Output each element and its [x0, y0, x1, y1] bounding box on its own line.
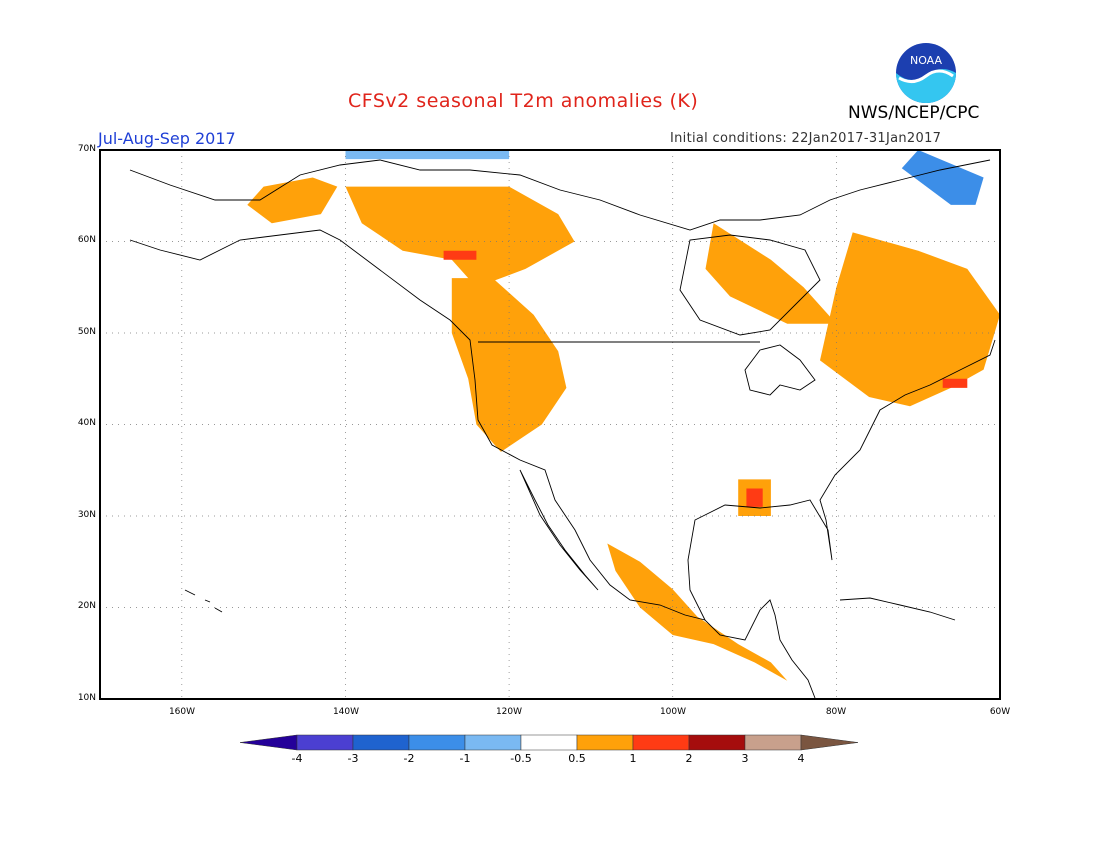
lat-label-50: 50N	[77, 327, 96, 337]
colorbar-arrow-low	[239, 734, 298, 751]
anomaly-region	[345, 186, 575, 288]
colorbar-label: -4	[291, 752, 303, 765]
colorbar-segment	[352, 734, 410, 751]
north-america-outline	[129, 229, 816, 699]
anomaly-region	[705, 223, 837, 324]
lon-label-140w: 140W	[332, 707, 360, 717]
anomaly-region	[820, 232, 1000, 407]
baja-peninsula	[519, 469, 599, 591]
lat-label-40: 40N	[77, 418, 96, 428]
colorbar-segment	[688, 734, 746, 751]
great-lakes	[744, 344, 816, 396]
colorbar-label: 3	[741, 752, 749, 765]
lat-label-30: 30N	[77, 510, 96, 520]
anomaly-region	[247, 177, 338, 224]
colorbar-label: 4	[797, 752, 805, 765]
anomaly-region	[942, 378, 968, 388]
lon-label-80w: 80W	[825, 707, 847, 717]
gulf-coast	[687, 339, 996, 621]
colorbar-segment	[296, 734, 354, 751]
colorbar-arrow-high	[800, 734, 859, 751]
colorbar-segment	[464, 734, 522, 751]
anomaly-region	[451, 278, 567, 452]
lat-label-70: 70N	[77, 144, 96, 154]
coastlines	[129, 159, 996, 699]
agency-label: NWS/NCEP/CPC	[848, 103, 980, 123]
hudson-bay	[679, 234, 821, 336]
colorbar-label: -2	[403, 752, 415, 765]
lon-label-60w: 60W	[989, 707, 1011, 717]
lat-label-60: 60N	[77, 235, 96, 245]
noaa-logo-icon: NOAA	[896, 43, 956, 103]
anomaly-region	[443, 250, 477, 260]
colorbar-segment	[408, 734, 466, 751]
lat-label-20: 20N	[77, 601, 96, 611]
chart-title: CFSv2 seasonal T2m anomalies (K)	[348, 90, 699, 112]
colorbar-label: -0.5	[510, 752, 532, 765]
colorbar-label: -3	[347, 752, 359, 765]
map-frame	[99, 149, 1001, 700]
colorbar	[239, 734, 859, 751]
colorbar-label: 0.5	[568, 752, 586, 765]
lon-label-100w: 100W	[659, 707, 687, 717]
anomaly-region	[746, 488, 763, 507]
initial-conditions: Initial conditions: 22Jan2017-31Jan2017	[670, 131, 942, 146]
svg-text:NOAA: NOAA	[910, 54, 943, 67]
hawaii	[184, 589, 223, 613]
colorbar-segment	[520, 734, 578, 751]
cuba	[839, 597, 956, 621]
anomaly-region	[345, 150, 510, 160]
lat-label-10: 10N	[77, 693, 96, 703]
colorbar-label: 2	[685, 752, 693, 765]
forecast-period: Jul-Aug-Sep 2017	[98, 129, 236, 148]
colorbar-segment	[744, 734, 802, 751]
anomaly-region	[607, 543, 788, 681]
colorbar-label: 1	[629, 752, 637, 765]
colorbar-segment	[576, 734, 634, 751]
lon-label-120w: 120W	[495, 707, 523, 717]
anomaly-layer	[247, 150, 1000, 681]
colorbar-label: -1	[459, 752, 471, 765]
colorbar-segment	[632, 734, 690, 751]
arctic-coast	[129, 159, 991, 231]
lon-label-160w: 160W	[168, 707, 196, 717]
anomaly-region	[901, 150, 984, 205]
